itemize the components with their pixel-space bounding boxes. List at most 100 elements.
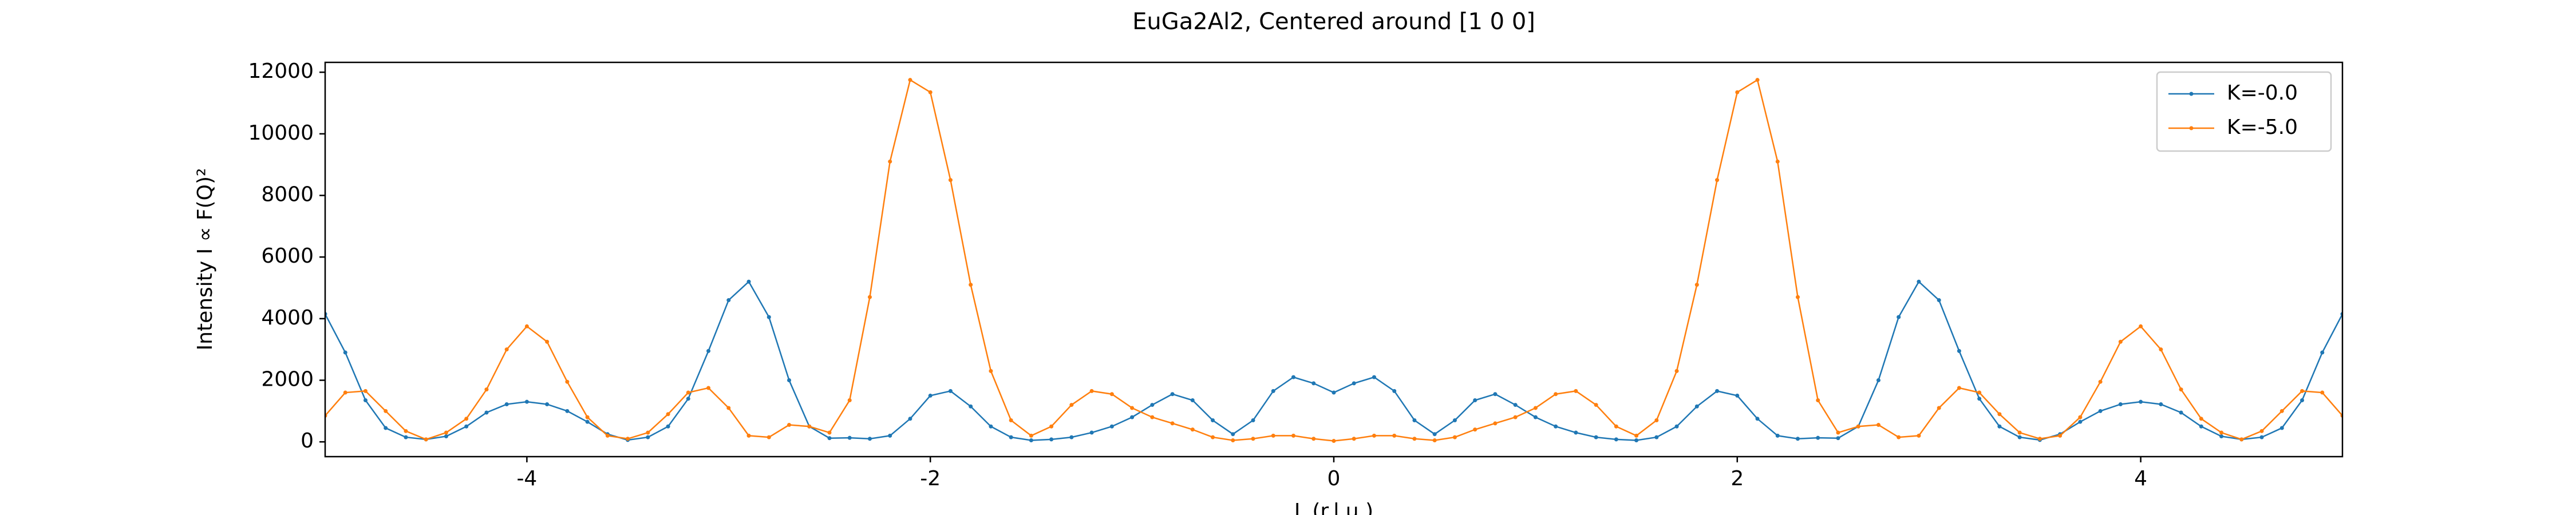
data-point bbox=[2199, 424, 2203, 429]
data-point bbox=[1291, 433, 1296, 438]
data-point bbox=[2139, 324, 2143, 328]
data-point bbox=[1211, 418, 1215, 422]
data-point bbox=[1937, 406, 1941, 410]
data-point bbox=[444, 430, 448, 435]
data-point bbox=[2259, 435, 2264, 439]
data-point bbox=[1856, 424, 1860, 429]
data-point bbox=[1231, 432, 1235, 437]
data-point bbox=[1937, 298, 1941, 303]
data-point bbox=[504, 347, 509, 352]
data-point bbox=[363, 389, 368, 393]
y-tick-label: 8000 bbox=[261, 183, 314, 207]
y-tick-label: 12000 bbox=[248, 60, 314, 83]
data-point bbox=[1493, 392, 1498, 397]
data-point bbox=[1755, 78, 1760, 82]
data-point bbox=[1694, 283, 1699, 287]
data-point bbox=[1594, 435, 1598, 439]
data-point bbox=[2139, 399, 2143, 404]
data-point bbox=[1614, 424, 1618, 429]
data-point bbox=[484, 410, 489, 415]
data-point bbox=[2118, 402, 2123, 406]
data-point bbox=[1089, 389, 1094, 393]
data-point bbox=[1554, 392, 1558, 397]
data-point bbox=[1432, 438, 1437, 442]
data-point bbox=[2078, 419, 2083, 424]
data-point bbox=[1392, 433, 1397, 438]
data-point bbox=[1412, 437, 1417, 441]
data-point bbox=[1452, 435, 1457, 439]
data-point bbox=[1352, 437, 1356, 441]
data-point bbox=[384, 426, 388, 430]
data-point bbox=[1977, 397, 1982, 401]
data-point bbox=[1271, 433, 1275, 438]
data-point bbox=[2098, 379, 2103, 384]
data-point bbox=[1009, 418, 1013, 422]
data-point bbox=[1352, 381, 1356, 386]
data-point bbox=[1574, 389, 1578, 393]
data-point bbox=[1897, 315, 1901, 319]
data-point bbox=[1755, 417, 1760, 421]
data-point bbox=[1190, 427, 1195, 432]
data-point bbox=[565, 379, 570, 384]
data-point bbox=[1634, 438, 1639, 442]
data-point bbox=[444, 434, 448, 438]
y-tick-label: 10000 bbox=[248, 121, 314, 145]
data-point bbox=[666, 424, 670, 429]
data-point bbox=[1634, 433, 1639, 438]
series-line bbox=[325, 78, 2342, 442]
data-point bbox=[989, 369, 993, 373]
data-point bbox=[1190, 398, 1195, 402]
chart-title: EuGa2Al2, Centered around [1 0 0] bbox=[1132, 9, 1535, 35]
data-point bbox=[1150, 415, 1155, 419]
x-tick-label: 4 bbox=[2134, 467, 2147, 490]
data-point bbox=[746, 433, 751, 438]
data-point bbox=[1715, 389, 1720, 393]
data-point bbox=[989, 424, 993, 429]
data-point bbox=[1836, 430, 1840, 435]
data-point bbox=[1251, 418, 1255, 422]
data-point bbox=[1917, 433, 1921, 438]
x-tick-label: -4 bbox=[516, 467, 537, 490]
data-point bbox=[1109, 392, 1114, 397]
data-point bbox=[1796, 295, 1800, 299]
data-point bbox=[605, 433, 610, 438]
data-point bbox=[706, 348, 711, 353]
data-point bbox=[2017, 430, 2022, 435]
data-point bbox=[384, 409, 388, 413]
data-point bbox=[1614, 437, 1618, 442]
data-point bbox=[545, 402, 550, 406]
data-point bbox=[1554, 424, 1558, 429]
data-point bbox=[1694, 404, 1699, 409]
data-point bbox=[1473, 398, 1477, 402]
data-point bbox=[2320, 350, 2325, 355]
data-point bbox=[565, 409, 570, 413]
data-point bbox=[2219, 430, 2224, 435]
y-tick-label: 4000 bbox=[261, 306, 314, 330]
data-point bbox=[1332, 439, 1336, 443]
data-point bbox=[2098, 409, 2103, 413]
data-point bbox=[2239, 437, 2244, 442]
data-point bbox=[1392, 389, 1397, 393]
data-point bbox=[969, 404, 973, 409]
data-point bbox=[1432, 432, 1437, 437]
data-point bbox=[1836, 436, 1840, 441]
data-point bbox=[1533, 415, 1538, 419]
data-point bbox=[2058, 433, 2063, 438]
data-point bbox=[1130, 406, 1135, 410]
data-point bbox=[1473, 427, 1477, 432]
data-point bbox=[1997, 424, 2002, 429]
data-point bbox=[1735, 393, 1740, 398]
data-point bbox=[686, 397, 690, 401]
data-point bbox=[1311, 381, 1316, 386]
data-point bbox=[2259, 429, 2264, 433]
data-point bbox=[1957, 386, 1961, 390]
legend-label: K=-5.0 bbox=[2227, 116, 2298, 139]
data-point bbox=[404, 435, 408, 439]
data-point bbox=[1291, 375, 1296, 379]
data-point bbox=[2017, 435, 2022, 439]
data-point bbox=[847, 398, 852, 402]
data-point bbox=[1775, 159, 1780, 164]
data-point bbox=[2179, 387, 2183, 392]
data-point bbox=[867, 295, 872, 299]
data-point bbox=[1150, 403, 1155, 407]
